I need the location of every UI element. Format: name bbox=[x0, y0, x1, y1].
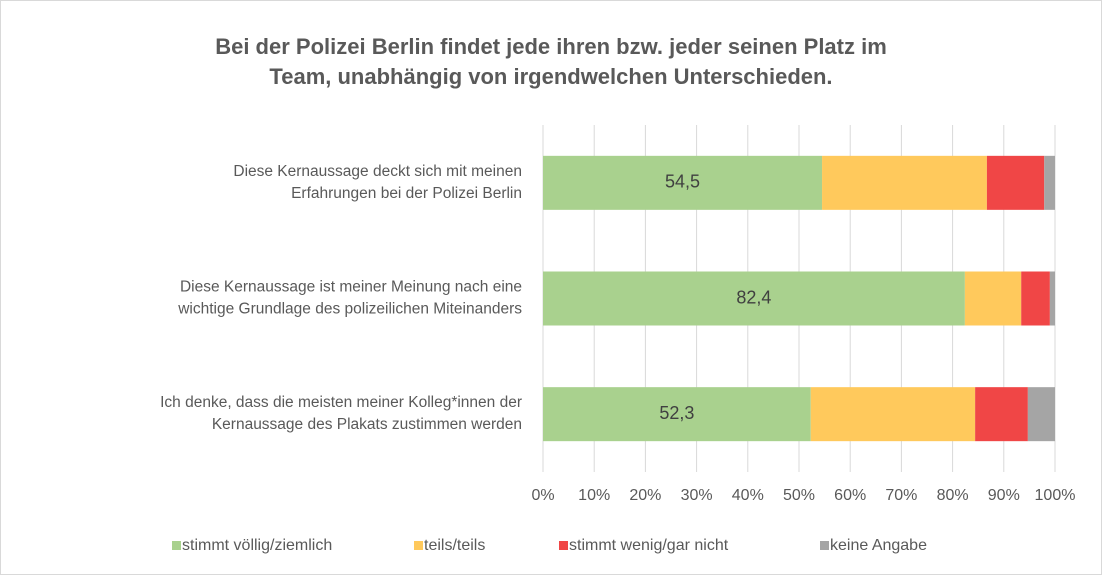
category-label: Ich denke, dass die meisten meiner Kolle… bbox=[160, 394, 522, 433]
legend-label: teils/teils bbox=[424, 537, 485, 554]
bar-segment bbox=[1021, 271, 1050, 326]
chart-title: Bei der Polizei Berlin findet jede ihren… bbox=[215, 34, 887, 89]
bar-segment bbox=[964, 271, 1022, 326]
bar-segment bbox=[543, 271, 965, 326]
category-label: Diese Kernaussage ist meiner Meinung nac… bbox=[177, 279, 522, 318]
bar-segment bbox=[975, 387, 1028, 442]
bar-segment bbox=[1027, 387, 1055, 442]
bar-segment bbox=[543, 387, 811, 442]
x-tick-label: 20% bbox=[629, 487, 661, 504]
data-label: 52,3 bbox=[659, 403, 694, 423]
x-tick-label: 80% bbox=[937, 487, 969, 504]
x-tick-label: 40% bbox=[732, 487, 764, 504]
legend-label: keine Angabe bbox=[830, 537, 927, 554]
bar-segment bbox=[543, 155, 823, 210]
x-tick-label: 60% bbox=[834, 487, 866, 504]
x-tick-label: 100% bbox=[1035, 487, 1076, 504]
legend-swatch bbox=[172, 541, 181, 550]
data-label: 54,5 bbox=[665, 172, 700, 192]
bar-segment bbox=[810, 387, 976, 442]
x-tick-label: 90% bbox=[988, 487, 1020, 504]
x-tick-label: 50% bbox=[783, 487, 815, 504]
bar-segment bbox=[1044, 155, 1055, 210]
bar-segment bbox=[986, 155, 1045, 210]
x-tick-label: 10% bbox=[578, 487, 610, 504]
x-tick-label: 30% bbox=[681, 487, 713, 504]
legend-swatch bbox=[559, 541, 568, 550]
category-label: Diese Kernaussage deckt sich mit meinen E… bbox=[233, 163, 522, 202]
data-label: 82,4 bbox=[736, 287, 771, 307]
legend-swatch bbox=[414, 541, 423, 550]
x-tick-label: 0% bbox=[531, 487, 554, 504]
legend-label: stimmt völlig/ziemlich bbox=[182, 537, 332, 554]
bar-segment bbox=[1049, 271, 1055, 326]
bar-segment bbox=[822, 155, 987, 210]
legend-label: stimmt wenig/gar nicht bbox=[569, 537, 729, 554]
x-tick-label: 70% bbox=[885, 487, 917, 504]
legend-swatch bbox=[820, 541, 829, 550]
